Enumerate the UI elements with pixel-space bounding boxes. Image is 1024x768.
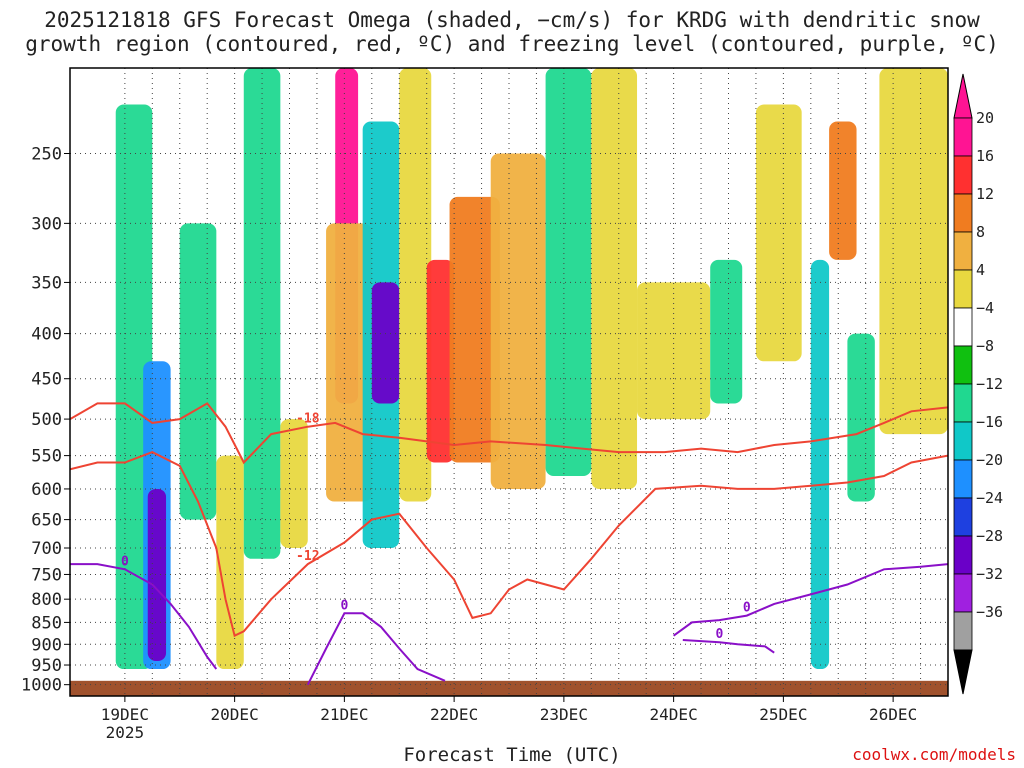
y-tick-label: 450 bbox=[31, 370, 62, 390]
colorbar-label: −32 bbox=[976, 565, 1003, 583]
omega-patch bbox=[147, 488, 167, 661]
colorbar-swatch bbox=[953, 155, 973, 195]
x-axis-label: Forecast Time (UTC) bbox=[403, 744, 621, 766]
y-tick-label: 500 bbox=[31, 410, 62, 430]
y-tick-label: 600 bbox=[31, 480, 62, 500]
colorbar-swatch bbox=[953, 269, 973, 309]
dgz-contour-label: -12 bbox=[296, 549, 319, 564]
freezing-contour-label: 0 bbox=[743, 601, 751, 616]
freezing-contour-label: 0 bbox=[340, 598, 348, 613]
y-tick-label: 700 bbox=[31, 539, 62, 559]
dgz-contour-label: -18 bbox=[296, 412, 320, 427]
omega-patch bbox=[591, 68, 638, 489]
x-tick-sublabel: 2025 bbox=[106, 723, 145, 742]
y-tick-label: 800 bbox=[31, 590, 62, 610]
omega-patch bbox=[810, 259, 830, 670]
colorbar-label: −28 bbox=[976, 527, 1003, 545]
freezing-contour bbox=[306, 612, 446, 686]
omega-patch bbox=[449, 196, 500, 463]
omega-patch bbox=[399, 68, 432, 502]
x-tick-label: 21DEC bbox=[320, 705, 368, 724]
colorbar-label: 20 bbox=[976, 109, 994, 127]
colorbar-swatch bbox=[953, 231, 973, 271]
colorbar-swatch bbox=[953, 611, 973, 651]
chart-title-line-1: 2025121818 GFS Forecast Omega (shaded, −… bbox=[44, 8, 980, 32]
plot-area: -18 -12 0 0 0 0 bbox=[70, 68, 948, 696]
colorbar-label: −24 bbox=[976, 489, 1003, 507]
omega-patch bbox=[879, 68, 948, 435]
omega-patch bbox=[371, 282, 400, 404]
x-tick-label: 23DEC bbox=[540, 705, 588, 724]
freezing-contour-label: 0 bbox=[715, 627, 723, 642]
plot-frame bbox=[69, 67, 949, 697]
y-tick-label: 650 bbox=[31, 511, 62, 531]
colorbar-swatch bbox=[953, 345, 973, 385]
freezing-contour-label: 0 bbox=[121, 554, 129, 569]
colorbar-label: 4 bbox=[976, 261, 985, 279]
colorbar-swatch bbox=[953, 307, 973, 347]
colorbar-swatch bbox=[953, 421, 973, 461]
x-tick-label: 22DEC bbox=[430, 705, 478, 724]
freezing-contour bbox=[673, 563, 948, 637]
colorbar-top-arrow bbox=[953, 73, 973, 119]
dgz-contour bbox=[70, 402, 948, 465]
y-tick-label: 750 bbox=[31, 565, 62, 585]
x-tick-label: 20DEC bbox=[211, 705, 259, 724]
y-tick-label: 900 bbox=[31, 635, 62, 655]
colorbar-label: −36 bbox=[976, 603, 1003, 621]
colorbar-swatch bbox=[953, 193, 973, 233]
omega-patch bbox=[710, 259, 743, 404]
colorbar: 20 16 12 8 4 −4 −8 −12 −16 −20 −24 −28 −32 −36 bbox=[953, 73, 1003, 695]
x-tick-label: 24DEC bbox=[650, 705, 698, 724]
x-tick-label: 25DEC bbox=[759, 705, 807, 724]
credit-link[interactable]: coolwx.com/models bbox=[852, 745, 1016, 764]
y-tick-label: 300 bbox=[31, 214, 62, 234]
omega-patch bbox=[426, 259, 455, 463]
omega-patch bbox=[490, 153, 546, 489]
colorbar-swatch bbox=[953, 535, 973, 575]
colorbar-swatch bbox=[953, 383, 973, 423]
y-tick-label: 950 bbox=[31, 656, 62, 676]
omega-patch bbox=[179, 223, 217, 520]
x-tick-label: 19DEC bbox=[101, 705, 149, 724]
omega-patch bbox=[637, 282, 711, 420]
colorbar-label: 16 bbox=[976, 147, 994, 165]
omega-patch bbox=[847, 333, 875, 502]
chart-title-line-2: growth region (contoured, red, ºC) and f… bbox=[25, 32, 999, 56]
y-tick-label: 550 bbox=[31, 447, 62, 467]
omega-patch bbox=[829, 121, 857, 260]
colorbar-swatch bbox=[953, 497, 973, 537]
colorbar-label: 8 bbox=[976, 223, 985, 241]
colorbar-label: 12 bbox=[976, 185, 994, 203]
colorbar-swatch bbox=[953, 117, 973, 157]
colorbar-swatch bbox=[953, 459, 973, 499]
freezing-contour bbox=[682, 639, 775, 654]
omega-patch bbox=[545, 68, 592, 476]
x-tick-label: 26DEC bbox=[869, 705, 917, 724]
colorbar-bottom-arrow bbox=[953, 649, 973, 695]
colorbar-label: −8 bbox=[976, 337, 994, 355]
colorbar-swatch bbox=[953, 573, 973, 613]
freezing-contour bbox=[70, 563, 218, 670]
omega-patch bbox=[326, 223, 372, 502]
omega-patch bbox=[755, 104, 802, 362]
colorbar-label: −16 bbox=[976, 413, 1003, 431]
omega-patch bbox=[280, 419, 308, 549]
dgz-contour bbox=[70, 451, 948, 638]
colorbar-label: −20 bbox=[976, 451, 1003, 469]
colorbar-label: −12 bbox=[976, 375, 1003, 393]
y-tick-label: 850 bbox=[31, 613, 62, 633]
y-tick-label: 350 bbox=[31, 273, 62, 293]
y-tick-label: 400 bbox=[31, 325, 62, 345]
y-tick-label: 1000 bbox=[21, 676, 62, 696]
colorbar-label: −4 bbox=[976, 299, 994, 317]
y-tick-label: 250 bbox=[31, 144, 62, 164]
omega-patch bbox=[216, 455, 244, 670]
